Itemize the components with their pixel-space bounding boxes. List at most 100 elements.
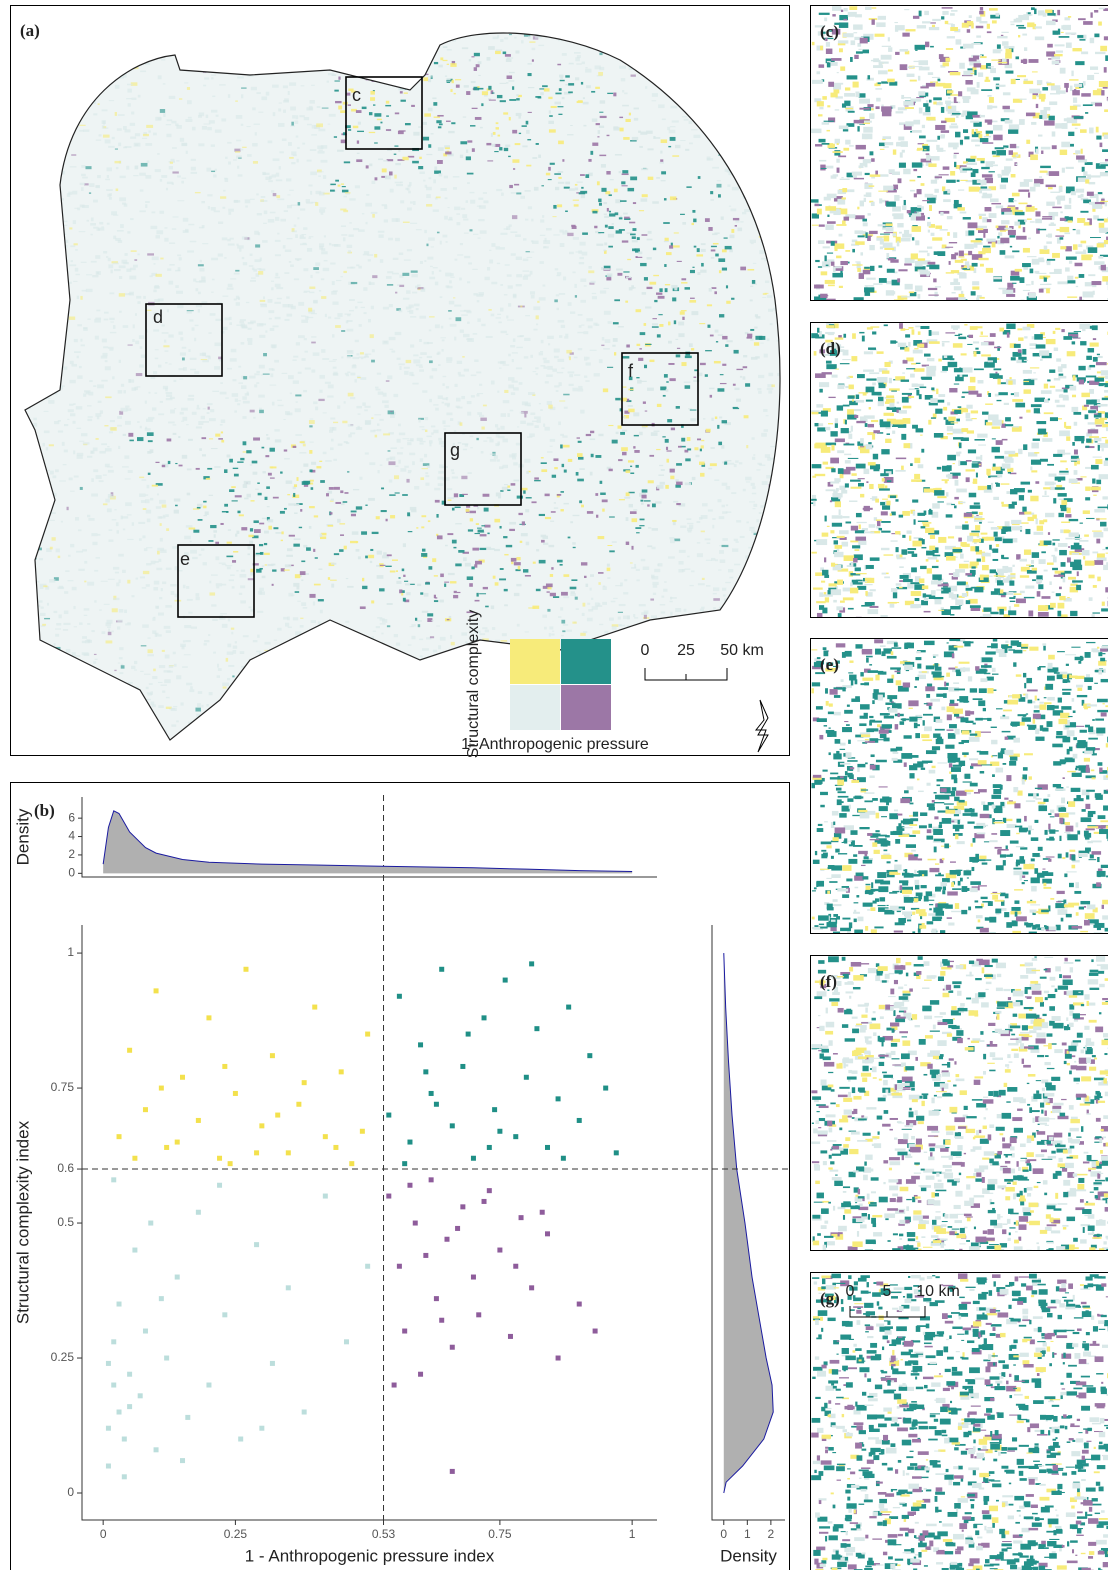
map-patch — [724, 462, 727, 465]
map-patch — [119, 311, 122, 313]
map-patch — [685, 385, 691, 389]
map-patch — [343, 210, 348, 212]
map-patch — [686, 518, 691, 520]
map-patch — [166, 134, 171, 137]
map-patch — [183, 367, 187, 371]
map-patch — [766, 415, 769, 416]
map-patch — [680, 140, 685, 141]
map-patch — [644, 610, 649, 614]
map-patch — [686, 186, 691, 188]
map-patch — [503, 400, 509, 403]
map-patch — [598, 130, 600, 134]
map-patch — [399, 285, 404, 287]
map-patch — [356, 406, 362, 408]
map-patch — [175, 505, 178, 506]
map-patch — [203, 562, 207, 565]
map-patch — [199, 227, 204, 229]
map-patch — [238, 366, 241, 368]
map-patch — [216, 115, 219, 117]
map-patch — [291, 151, 296, 155]
map-patch — [285, 319, 290, 321]
map-patch — [257, 213, 262, 215]
map-patch — [574, 374, 580, 376]
map-patch — [274, 360, 279, 363]
map-patch — [435, 282, 438, 286]
map-patch — [626, 542, 629, 545]
map-patch — [173, 433, 177, 435]
map-patch — [91, 234, 93, 236]
map-patch — [423, 77, 428, 81]
map-patch — [497, 35, 499, 38]
map-patch — [258, 271, 263, 275]
map-patch — [87, 220, 89, 222]
map-patch — [459, 278, 462, 281]
map-patch — [78, 569, 84, 571]
map-patch — [619, 604, 626, 606]
map-patch — [689, 121, 693, 124]
map-patch — [717, 425, 719, 429]
map-patch — [333, 373, 339, 376]
map-patch — [389, 494, 395, 496]
map-patch — [44, 411, 49, 412]
map-patch — [296, 342, 300, 345]
map-patch — [530, 271, 533, 275]
map-patch — [275, 217, 279, 221]
map-patch — [673, 245, 680, 247]
map-patch — [691, 570, 695, 572]
map-patch — [110, 332, 116, 333]
map-patch — [540, 219, 544, 222]
map-patch — [671, 243, 673, 246]
map-patch — [262, 576, 266, 579]
map-patch — [652, 318, 656, 319]
map-patch — [599, 359, 603, 363]
map-patch — [511, 192, 516, 194]
map-patch — [467, 182, 470, 184]
map-patch — [433, 267, 438, 268]
map-patch — [508, 156, 511, 157]
map-patch — [343, 237, 346, 241]
map-patch — [65, 240, 68, 243]
map-patch — [756, 469, 760, 470]
map-patch — [583, 97, 585, 99]
map-patch — [588, 609, 593, 612]
map-patch — [265, 564, 267, 565]
map-patch — [314, 515, 318, 517]
map-patch — [239, 593, 242, 595]
map-patch — [548, 405, 552, 409]
map-patch — [584, 376, 587, 378]
map-patch — [128, 470, 133, 473]
map-patch — [588, 159, 591, 162]
map-patch — [533, 371, 537, 372]
map-patch — [641, 495, 646, 499]
map-patch — [644, 500, 651, 501]
map-patch — [622, 170, 628, 173]
map-patch — [633, 446, 635, 448]
map-patch — [250, 320, 256, 323]
map-patch — [380, 623, 386, 624]
map-patch — [222, 511, 229, 512]
map-patch — [311, 369, 315, 372]
map-patch — [640, 132, 647, 135]
map-patch — [591, 454, 594, 457]
map-patch — [671, 285, 677, 288]
map-patch — [275, 240, 281, 242]
map-patch — [532, 421, 537, 422]
map-patch — [454, 305, 461, 307]
map-patch — [102, 353, 107, 356]
map-patch — [210, 409, 214, 412]
map-patch — [504, 390, 508, 393]
map-patch — [276, 287, 283, 289]
map-patch — [429, 330, 432, 332]
map-patch — [449, 217, 452, 220]
map-patch — [536, 589, 541, 591]
map-patch — [622, 452, 627, 455]
map-patch — [497, 459, 500, 461]
map-patch — [119, 579, 121, 582]
map-patch — [447, 82, 451, 83]
map-patch — [79, 441, 84, 442]
map-patch — [130, 218, 133, 220]
map-patch — [310, 100, 315, 104]
map-patch — [522, 145, 527, 147]
map-patch — [320, 534, 323, 537]
map-patch — [346, 374, 349, 376]
